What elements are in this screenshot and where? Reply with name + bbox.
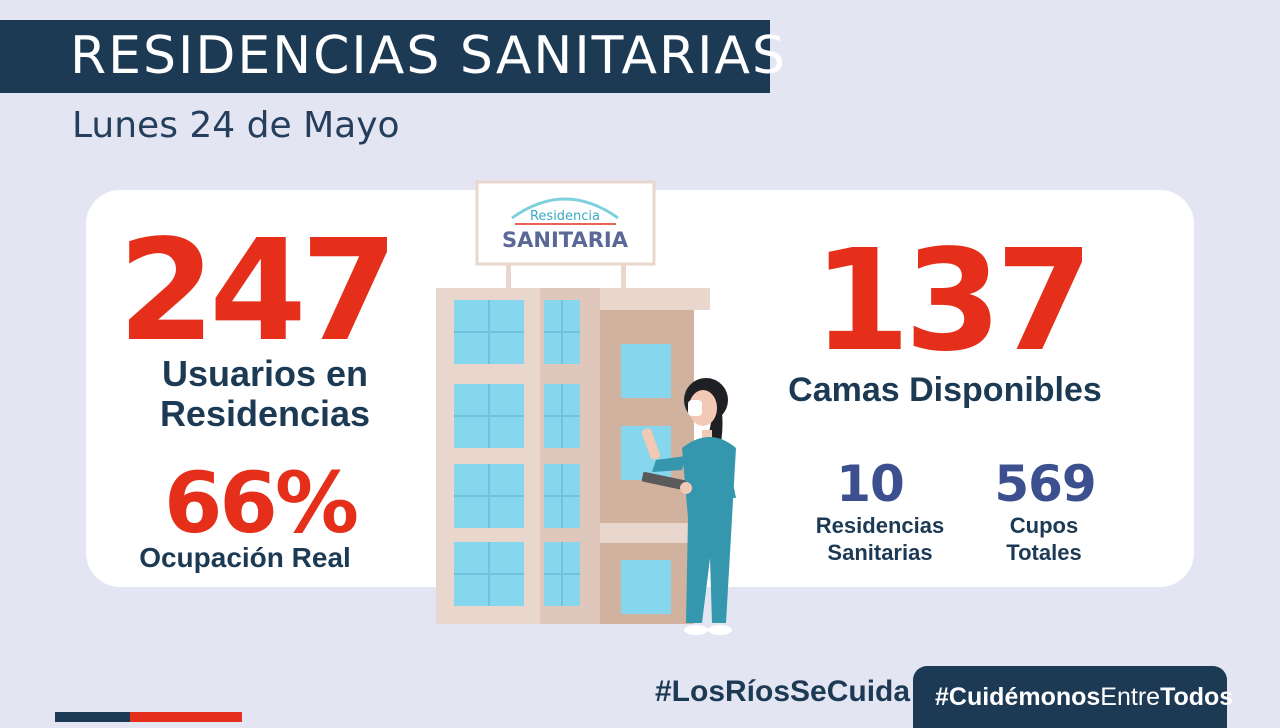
hashtag-part-c: Todos (1160, 683, 1234, 711)
residencias-label-line1: Residencias (815, 513, 945, 538)
usuarios-value: 247 (117, 210, 398, 373)
footer-stripe-red (130, 712, 242, 722)
usuarios-label-line1: Usuarios en (161, 353, 369, 394)
residencias-value: 10 (836, 455, 905, 513)
cupos-label-line1: Cupos (1009, 513, 1079, 538)
footer-stripe-blue (55, 712, 130, 722)
nurse-illustration (641, 378, 736, 635)
residencia-sign (475, 180, 656, 266)
camas-value: 137 (812, 220, 1093, 383)
ocupacion-label: Ocupación Real (139, 542, 351, 573)
hashtag-pill (913, 666, 1227, 728)
hashtag-part-b: Entre (1100, 683, 1161, 711)
title-bar (0, 20, 770, 93)
page-title: RESIDENCIAS SANITARIAS (70, 26, 788, 86)
cupos-value: 569 (994, 455, 1096, 513)
residencias-label-line2: Sanitarias (827, 540, 933, 565)
usuarios-label: Usuarios en Residencias (110, 354, 420, 434)
ocupacion-value: 66% (163, 454, 359, 552)
hashtag-cuidemonos: #CuidémonosEntreTodos (935, 680, 1233, 714)
cupos-label-line2: Totales (1006, 540, 1082, 565)
date-subtitle: Lunes 24 de Mayo (72, 105, 400, 146)
hashtag-los-rios: #LosRíosSeCuida (655, 675, 911, 708)
usuarios-label-line2: Residencias (159, 393, 371, 434)
sign-line2: SANITARIA (502, 228, 629, 252)
building-illustration: Residencia SANITARIA (436, 180, 736, 635)
camas-label: Camas Disponibles (788, 371, 1102, 409)
hashtag-part-a: #Cuidémonos (935, 683, 1101, 711)
sign-line1: Residencia (530, 209, 600, 224)
